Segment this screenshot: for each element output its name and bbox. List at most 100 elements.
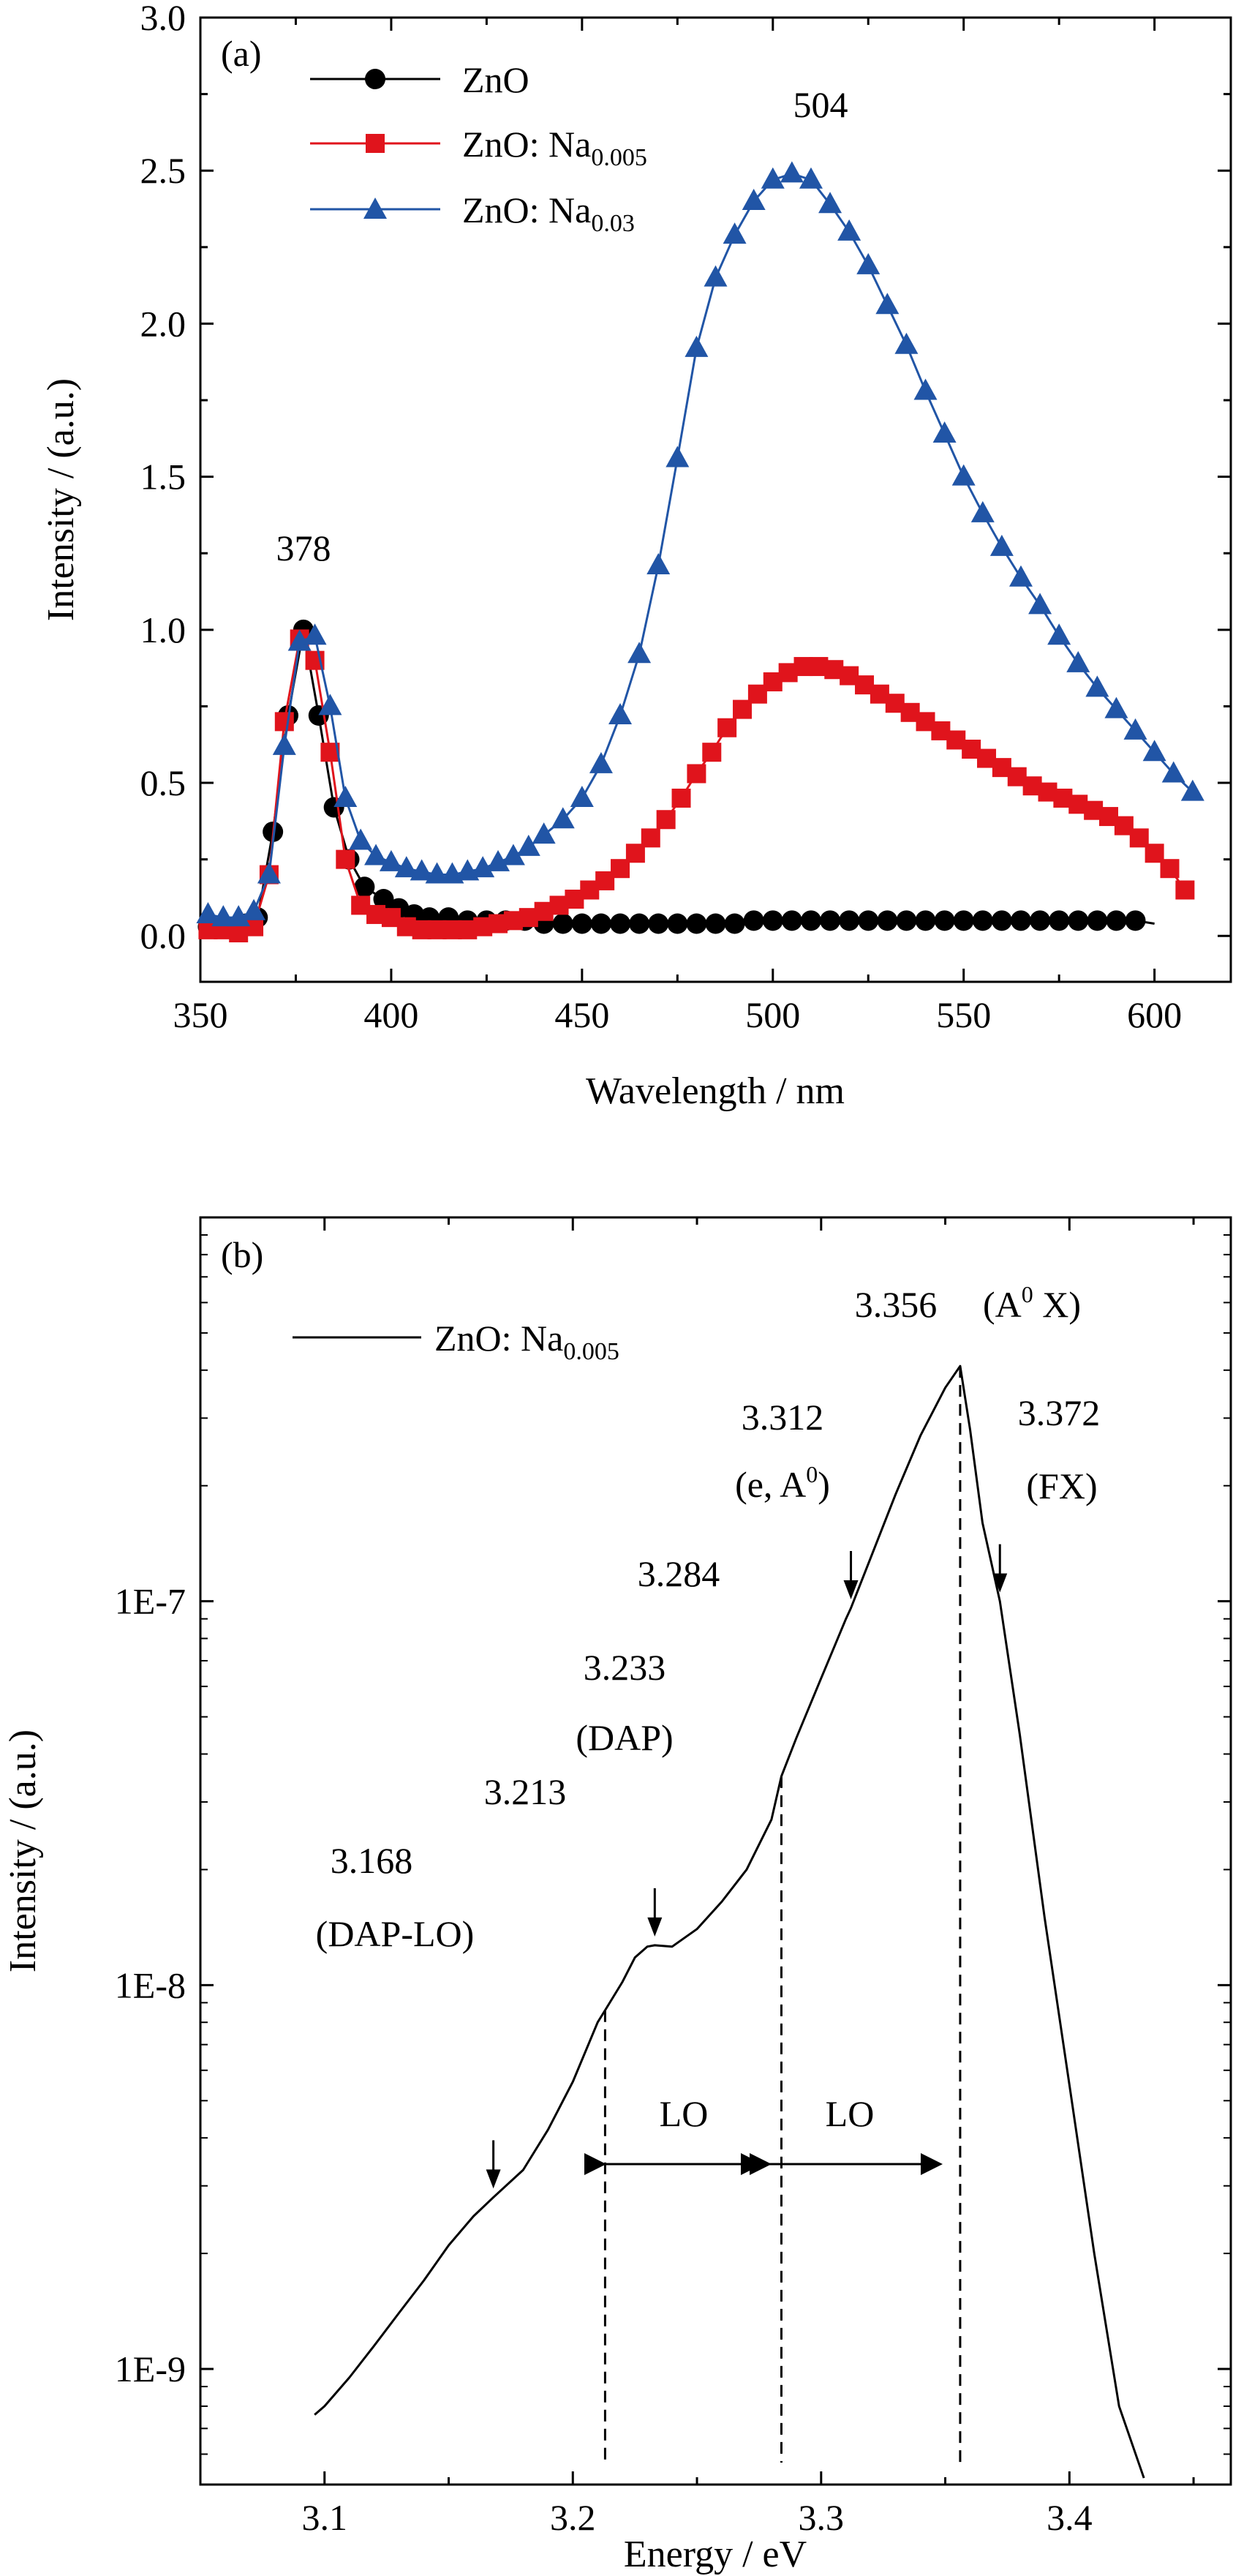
panel-b-dashed-lines	[603, 1366, 962, 2463]
data-point	[656, 810, 676, 830]
data-point	[303, 623, 327, 645]
legend-entry-zno: ZnO	[310, 59, 529, 100]
data-point	[1106, 910, 1127, 931]
data-point	[1175, 880, 1195, 900]
y-tick-label: 2.5	[140, 150, 186, 191]
x-tick-label: 350	[173, 994, 228, 1035]
data-point	[1047, 623, 1071, 645]
data-point	[915, 910, 936, 931]
data-point	[875, 293, 900, 315]
data-point	[354, 876, 375, 898]
data-point	[1160, 859, 1180, 879]
data-point	[211, 905, 235, 927]
annotation-3356: 3.356	[855, 1284, 938, 1325]
data-point	[972, 910, 993, 931]
y-tick-label: 0.0	[140, 915, 186, 956]
data-point	[951, 464, 976, 486]
data-point	[1125, 910, 1146, 931]
data-point	[1142, 740, 1166, 762]
data-point	[425, 862, 449, 884]
data-point	[687, 764, 706, 784]
data-point	[1049, 910, 1070, 931]
peak-arrow-head	[647, 1917, 663, 1937]
data-point	[934, 910, 955, 931]
y-tick-label: 0.5	[140, 762, 186, 803]
data-point	[551, 807, 575, 829]
data-point	[552, 913, 573, 934]
data-point	[287, 629, 312, 651]
legend-marker-triangle	[363, 198, 387, 219]
data-point	[242, 898, 266, 920]
series-line	[208, 172, 1201, 919]
peak-arrow-head	[992, 1573, 1008, 1593]
data-point	[1030, 910, 1051, 931]
legend-entry-zno-na-0005: ZnO: Na0.005	[310, 124, 647, 171]
data-point	[373, 889, 394, 910]
data-point	[1010, 910, 1031, 931]
x-tick-label: 600	[1127, 994, 1182, 1035]
data-point	[989, 534, 1014, 556]
series-line-zno-na-0005	[314, 1364, 1145, 2479]
panel-a-x-axis-label: Wavelength / nm	[586, 1070, 845, 1112]
data-point	[1104, 696, 1128, 718]
data-point	[1085, 675, 1109, 697]
x-tick-label: 400	[363, 994, 418, 1035]
data-point	[894, 332, 919, 354]
data-point	[364, 844, 388, 865]
data-point	[1028, 593, 1052, 615]
data-point	[227, 905, 251, 927]
legend-entry-zno-na-003: ZnO: Na0.03	[310, 189, 635, 237]
x-tick-label: 3.2	[550, 2497, 596, 2538]
y-tick-label: 1.5	[140, 457, 186, 497]
annotation-fx: (FX)	[1026, 1465, 1097, 1506]
annotation-3233: 3.233	[584, 1647, 666, 1688]
y-tick-label: 1E-7	[115, 1581, 186, 1622]
annotation-dap: (DAP)	[576, 1717, 673, 1758]
panel-b-chart: 3.1 3.2 3.3 3.4 1E-9 1E-8 1E-7 (b) ZnO: Na0.00…	[2, 1216, 1232, 2575]
panel-b-label: (b)	[221, 1234, 263, 1275]
panel-b-arrows	[486, 1544, 1008, 2189]
data-point	[1161, 761, 1185, 783]
data-point	[877, 910, 898, 931]
legend-label-zno: ZnO	[462, 59, 529, 100]
data-point	[274, 712, 294, 732]
annotation-3312: 3.312	[742, 1397, 824, 1438]
panel-a-ticks: 350 400 450 500 550 600 0.0 0.5 1.0 1.5 2.0 2.5 3.0	[140, 0, 1231, 1035]
legend-label-zno-na-003: ZnO: Na0.03	[462, 189, 635, 237]
data-point	[953, 910, 974, 931]
data-point	[501, 844, 525, 865]
data-point	[704, 265, 728, 287]
data-point	[743, 910, 764, 931]
data-point	[608, 702, 633, 724]
peak-arrow-head	[486, 2169, 501, 2189]
data-point	[820, 910, 841, 931]
panel-b-series	[314, 1364, 1145, 2479]
legend-label-zno-na-0005: ZnO: Na0.005	[434, 1318, 619, 1365]
data-point	[856, 252, 881, 274]
legend-marker-circle	[365, 69, 385, 89]
data-point	[1180, 779, 1204, 801]
data-point	[818, 192, 842, 214]
x-tick-label: 450	[554, 994, 609, 1035]
x-tick-label: 3.4	[1047, 2497, 1093, 2538]
y-tick-label: 2.0	[140, 303, 186, 344]
series-2-triangle	[196, 161, 1204, 927]
annotation-lo-2: LO	[826, 2093, 875, 2134]
data-point	[646, 552, 671, 574]
data-point	[333, 785, 358, 807]
annotation-3372: 3.372	[1018, 1392, 1101, 1433]
data-point	[1068, 910, 1089, 931]
data-point	[244, 917, 264, 936]
data-point	[257, 862, 281, 884]
data-point	[1123, 718, 1147, 740]
data-point	[648, 913, 669, 934]
x-tick-label: 3.3	[799, 2497, 845, 2538]
data-point	[394, 856, 418, 878]
panel-a-frame	[199, 16, 1232, 983]
data-point	[196, 901, 220, 923]
data-point	[686, 913, 707, 934]
data-point	[723, 222, 747, 244]
data-point	[858, 910, 879, 931]
x-tick-label: 500	[745, 994, 800, 1035]
